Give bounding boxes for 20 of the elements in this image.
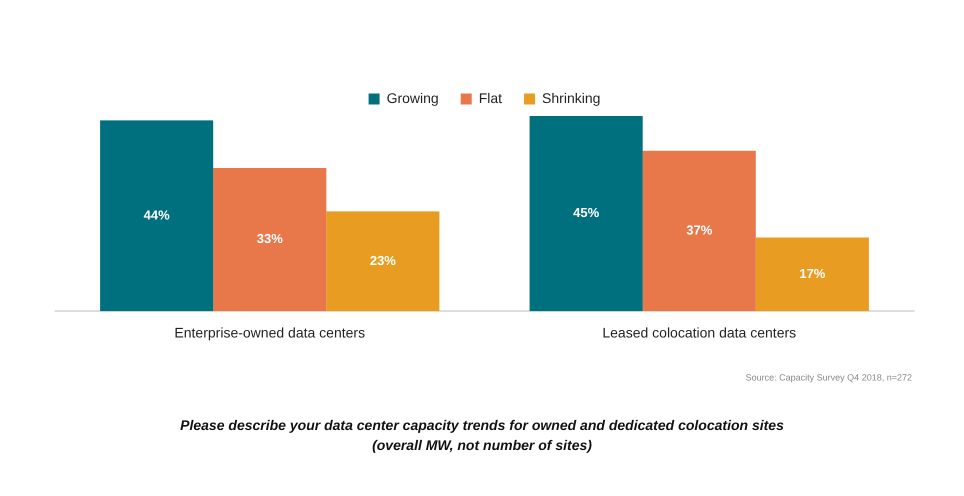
data-label: 23% bbox=[370, 252, 396, 268]
legend-label: Growing bbox=[386, 90, 439, 106]
data-label: 45% bbox=[573, 205, 600, 220]
data-label: 33% bbox=[256, 231, 284, 246]
legend-label: Shrinking bbox=[542, 90, 600, 106]
data-label: 37% bbox=[686, 222, 713, 238]
bar bbox=[642, 150, 756, 312]
x-tick-label: Enterprise-owned data centers bbox=[174, 324, 366, 340]
text: (overall MW, not number of sites) bbox=[372, 436, 592, 453]
bar bbox=[213, 168, 326, 312]
data-label: 17% bbox=[799, 266, 826, 281]
source-note: Source: Capacity Survey Q4 2018, n=272 bbox=[746, 372, 912, 382]
bar bbox=[326, 211, 440, 312]
legend-label: Flat bbox=[478, 90, 502, 106]
bar bbox=[756, 237, 869, 312]
bar bbox=[530, 116, 643, 312]
bar bbox=[100, 120, 214, 312]
data-label: 44% bbox=[144, 207, 170, 222]
text: Please describe your data center capacity trends for owned and dedicated colocation sites bbox=[180, 416, 784, 433]
x-tick-label: Leased colocation data centers bbox=[602, 324, 796, 340]
